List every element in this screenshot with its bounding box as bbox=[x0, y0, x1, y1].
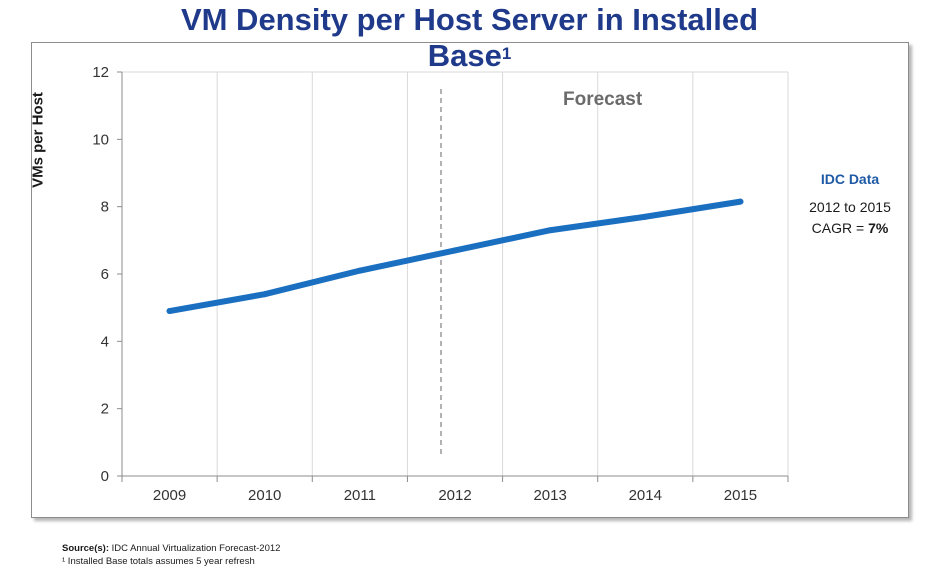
chart-frame bbox=[31, 42, 909, 518]
x-tick-label: 2009 bbox=[153, 487, 186, 504]
refresh-note: ¹ Installed Base totals assumes 5 year r… bbox=[62, 556, 255, 567]
chart-grid bbox=[122, 71, 789, 476]
title-base: Base bbox=[427, 38, 502, 73]
y-tick-label: 0 bbox=[101, 468, 109, 485]
source-note: Source(s): IDC Annual Virtualization For… bbox=[62, 542, 280, 555]
source-label: Source(s): bbox=[62, 543, 109, 554]
data-point bbox=[547, 227, 554, 234]
page-title: VM Density per Host Server in Installed … bbox=[0, 2, 939, 74]
x-tick-label: 2011 bbox=[344, 487, 376, 504]
title-line-1: VM Density per Host Server in Installed bbox=[180, 2, 759, 37]
footnotes: Source(s): IDC Annual Virtualization For… bbox=[62, 542, 280, 568]
idc-data-box: IDC Data 2012 to 2015 CAGR = 7% bbox=[790, 170, 910, 239]
data-point bbox=[166, 308, 173, 315]
chart-axes bbox=[121, 72, 788, 477]
title-footnote-marker: 1 bbox=[501, 44, 512, 63]
y-tick-label: 12 bbox=[92, 64, 109, 81]
idc-heading: IDC Data bbox=[820, 171, 880, 187]
title-line-2: Base1 bbox=[0, 38, 939, 74]
chart-series bbox=[166, 198, 744, 315]
x-tick-label: 2014 bbox=[629, 487, 662, 504]
y-tick-label: 4 bbox=[101, 333, 109, 350]
source-text: IDC Annual Virtualization Forecast-2012 bbox=[108, 543, 281, 554]
series-line-vms-per-host bbox=[166, 198, 744, 315]
idc-range: 2012 to 2015 bbox=[809, 199, 891, 215]
data-point bbox=[261, 291, 268, 298]
idc-cagr: CAGR = 7% bbox=[790, 218, 910, 239]
y-tick-label: 8 bbox=[101, 199, 109, 216]
x-tick-label: 2012 bbox=[438, 487, 471, 504]
data-point bbox=[356, 267, 363, 274]
idc-cagr-prefix: CAGR = bbox=[811, 220, 869, 236]
y-tick-label: 6 bbox=[101, 266, 109, 283]
x-tick-label: 2015 bbox=[724, 487, 757, 504]
data-point bbox=[737, 198, 744, 205]
data-point bbox=[452, 247, 458, 254]
data-point bbox=[642, 213, 649, 220]
y-tick-label: 2 bbox=[101, 401, 109, 418]
y-tick-label: 10 bbox=[92, 131, 109, 148]
y-axis-label: VMs per Host bbox=[29, 92, 47, 188]
forecast-label: Forecast bbox=[563, 89, 643, 110]
x-tick-label: 2010 bbox=[248, 487, 281, 504]
chart-ticks: 0 2 4 6 8 10 12 2009 2010 2011 2012 2013 2014 2015 bbox=[92, 64, 789, 504]
idc-cagr-value: 7% bbox=[868, 220, 889, 236]
x-tick-label: 2013 bbox=[533, 487, 566, 504]
